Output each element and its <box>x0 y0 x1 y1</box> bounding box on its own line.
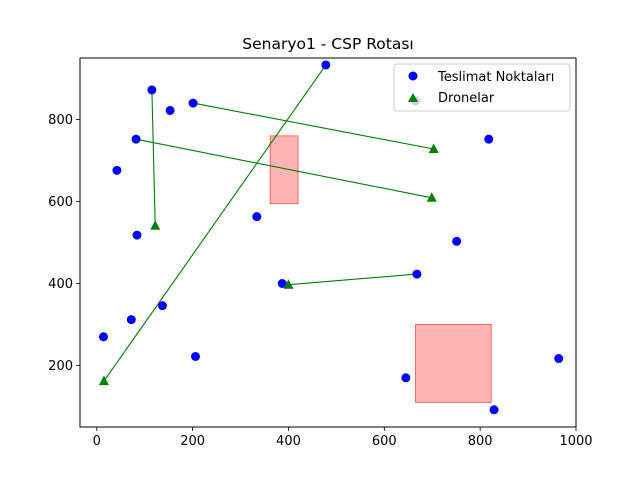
drone-routes <box>103 64 434 382</box>
route-line <box>103 64 327 382</box>
legend-marker-drones <box>408 93 418 102</box>
x-tick-label: 200 <box>180 434 205 449</box>
y-axis-ticks: 200 400 600 800 <box>48 113 80 374</box>
delivery-point <box>252 212 262 222</box>
delivery-point <box>321 60 331 70</box>
y-tick-label: 800 <box>48 113 73 128</box>
legend-box <box>393 63 571 112</box>
delivery-point <box>452 236 462 246</box>
x-tick-label: 800 <box>468 434 493 449</box>
restricted-zone <box>414 324 492 403</box>
delivery-point <box>412 269 422 279</box>
y-tick-label: 200 <box>48 359 73 374</box>
drone-marker <box>428 143 439 154</box>
legend: Teslimat Noktaları Dronelar <box>393 63 571 112</box>
plot-frame <box>79 57 577 428</box>
delivery-point <box>112 165 122 175</box>
x-axis-ticks: 0 200 400 600 800 1000 <box>93 427 593 449</box>
delivery-point <box>190 351 200 361</box>
drone-marker <box>150 220 161 230</box>
drone-marker <box>426 192 437 202</box>
delivery-point <box>484 134 494 144</box>
route-line <box>135 138 432 199</box>
chart-title: Senaryo1 - CSP Rotası <box>242 35 413 53</box>
restricted-zone <box>269 135 299 205</box>
drone-marker <box>98 375 109 386</box>
x-tick-label: 400 <box>276 434 301 449</box>
y-tick-label: 400 <box>48 277 73 292</box>
delivery-point <box>277 279 287 288</box>
route-line <box>192 102 434 150</box>
drone-marker <box>283 279 294 289</box>
legend-marker-delivery-points <box>408 71 418 81</box>
legend-label-drones: Dronelar <box>438 91 495 106</box>
delivery-point <box>165 105 175 115</box>
x-tick-label: 1000 <box>559 434 592 449</box>
y-tick-label: 600 <box>48 195 73 210</box>
route-line <box>288 273 417 286</box>
legend-label-delivery-points: Teslimat Noktaları <box>437 70 554 85</box>
drone-markers <box>98 143 439 386</box>
delivery-point <box>126 315 136 325</box>
delivery-point <box>98 332 108 342</box>
delivery-point <box>132 230 142 240</box>
x-tick-label: 600 <box>372 434 397 449</box>
delivery-point <box>188 98 198 108</box>
delivery-point <box>131 134 141 144</box>
delivery-point <box>489 405 499 415</box>
route-line <box>151 89 156 226</box>
restricted-zones <box>269 135 492 403</box>
x-tick-label: 0 <box>93 434 101 449</box>
delivery-point <box>401 373 411 383</box>
delivery-point <box>147 85 157 95</box>
delivery-point <box>157 301 167 311</box>
delivery-point <box>554 354 564 364</box>
delivery-points <box>98 60 564 415</box>
